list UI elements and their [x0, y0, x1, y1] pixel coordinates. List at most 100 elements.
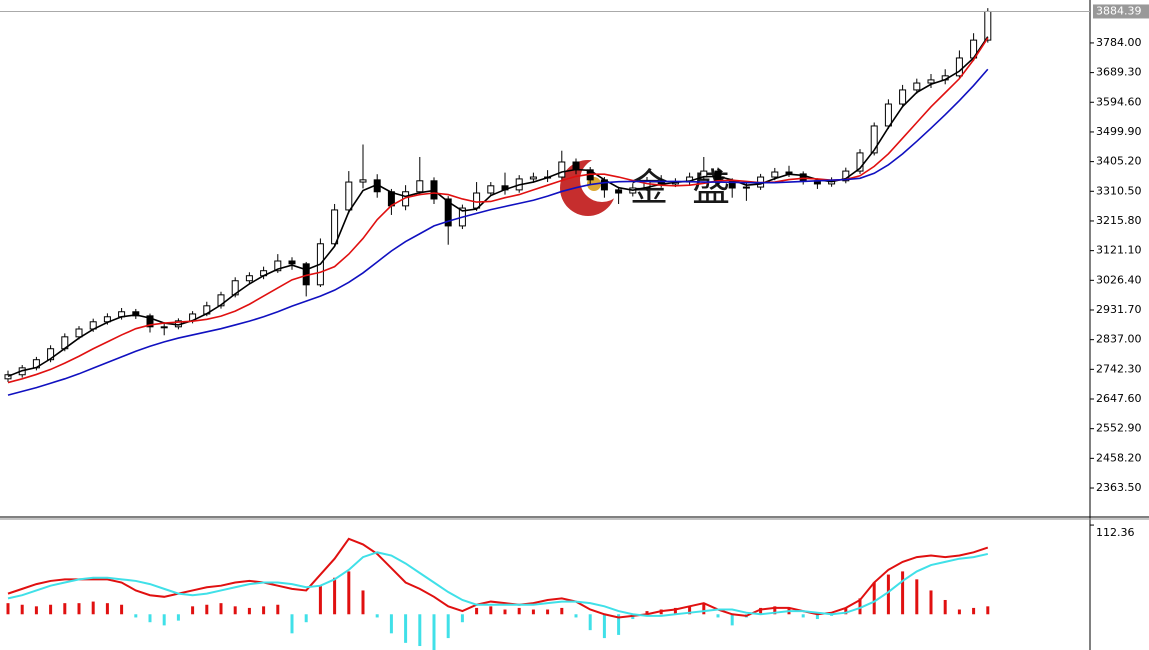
- y-tick-label: 3121.10: [1096, 244, 1142, 257]
- histogram-bar: [801, 614, 805, 618]
- histogram-bar: [162, 614, 166, 626]
- candle-body: [245, 275, 253, 282]
- candle-body: [572, 161, 580, 171]
- y-tick-label: 3594.60: [1096, 95, 1142, 108]
- histogram-bar: [489, 606, 493, 615]
- histogram-bar: [432, 614, 436, 650]
- y-tick-label: 3784.00: [1096, 36, 1142, 49]
- histogram-bar: [77, 603, 81, 615]
- histogram-bar: [531, 609, 535, 615]
- last-price-box: [1093, 4, 1149, 19]
- histogram-bar: [972, 607, 976, 615]
- histogram-bar: [886, 574, 890, 615]
- candle-body: [146, 315, 154, 328]
- histogram-bar: [176, 614, 180, 621]
- histogram-bar: [105, 603, 109, 615]
- histogram-bar: [63, 603, 67, 615]
- histogram-bar: [617, 614, 621, 635]
- candle-body: [742, 186, 750, 189]
- histogram-bar: [375, 614, 379, 618]
- histogram-bar: [872, 582, 876, 615]
- histogram-bar: [134, 614, 138, 618]
- y-tick-label: 112.36: [1096, 526, 1135, 539]
- histogram-bar: [262, 606, 266, 615]
- histogram-bar: [34, 606, 38, 615]
- moving-average-line: [7, 68, 989, 396]
- histogram-bar: [602, 614, 606, 639]
- y-tick-label: 2458.20: [1096, 451, 1142, 464]
- candle-body: [359, 179, 367, 183]
- histogram-bar: [716, 614, 720, 618]
- macd-line: [7, 551, 989, 617]
- histogram-bar: [574, 614, 578, 618]
- histogram-bar: [446, 614, 450, 639]
- histogram-bar: [347, 571, 351, 615]
- y-tick-label: 2742.30: [1096, 362, 1142, 375]
- y-tick-label: 3026.40: [1096, 273, 1142, 286]
- candle-body: [558, 161, 566, 178]
- histogram-bar: [475, 607, 479, 615]
- candle-body: [416, 180, 424, 193]
- candle-body: [345, 181, 353, 211]
- candle-body: [487, 185, 495, 194]
- y-tick-label: 3405.20: [1096, 155, 1142, 168]
- histogram-bar: [404, 614, 408, 643]
- candle-body: [984, 10, 992, 41]
- histogram-bar: [773, 606, 777, 615]
- y-tick-label: 3499.90: [1096, 125, 1142, 138]
- histogram-bar: [645, 611, 649, 615]
- candle-body: [529, 176, 537, 180]
- histogram-bar: [560, 607, 564, 615]
- histogram-bar: [702, 603, 706, 615]
- candle-body: [274, 260, 282, 272]
- candle-body: [771, 171, 779, 178]
- candle-body: [473, 192, 481, 209]
- histogram-bar: [915, 579, 919, 615]
- histogram-bar: [361, 590, 365, 615]
- histogram-bar: [901, 571, 905, 615]
- histogram-bar: [148, 614, 152, 623]
- histogram-bar: [844, 607, 848, 615]
- histogram-bar: [247, 607, 251, 615]
- histogram-bar: [418, 614, 422, 647]
- candle-body: [160, 326, 168, 329]
- histogram-bar: [389, 614, 393, 634]
- y-tick-label: 3215.80: [1096, 214, 1142, 227]
- histogram-bar: [673, 607, 677, 615]
- histogram-bar: [290, 614, 294, 634]
- histogram-bar: [929, 590, 933, 615]
- moving-average-line: [7, 37, 989, 384]
- y-tick-label: 2363.50: [1096, 481, 1142, 494]
- histogram-bar: [503, 609, 507, 615]
- histogram-bar: [688, 606, 692, 615]
- candle-body: [955, 57, 963, 77]
- histogram-bar: [957, 609, 961, 615]
- candle-body: [884, 103, 892, 127]
- histogram-bar: [304, 614, 308, 623]
- histogram-bar: [943, 599, 947, 615]
- histogram-bar: [517, 607, 521, 615]
- last-price-label: 3884.39: [1096, 4, 1142, 17]
- candle-body: [899, 89, 907, 105]
- histogram-bar: [588, 614, 592, 631]
- y-tick-label: 3310.50: [1096, 184, 1142, 197]
- y-tick-label: 2647.60: [1096, 392, 1142, 405]
- histogram-bar: [6, 603, 10, 615]
- candle-body: [288, 260, 296, 265]
- histogram-bar: [759, 607, 763, 615]
- histogram-bar: [815, 614, 819, 620]
- candle-body: [331, 209, 339, 245]
- histogram-bar: [730, 614, 734, 626]
- y-tick-label: 2552.90: [1096, 422, 1142, 435]
- histogram-bar: [986, 606, 990, 615]
- candle-body: [75, 328, 83, 338]
- histogram-bar: [276, 604, 280, 615]
- candle-body: [444, 198, 452, 227]
- histogram-bar: [460, 614, 464, 623]
- histogram-bar: [205, 604, 209, 615]
- y-tick-label: 2837.00: [1096, 333, 1142, 346]
- histogram-bar: [333, 577, 337, 615]
- candle-body: [927, 79, 935, 84]
- histogram-bar: [91, 601, 95, 615]
